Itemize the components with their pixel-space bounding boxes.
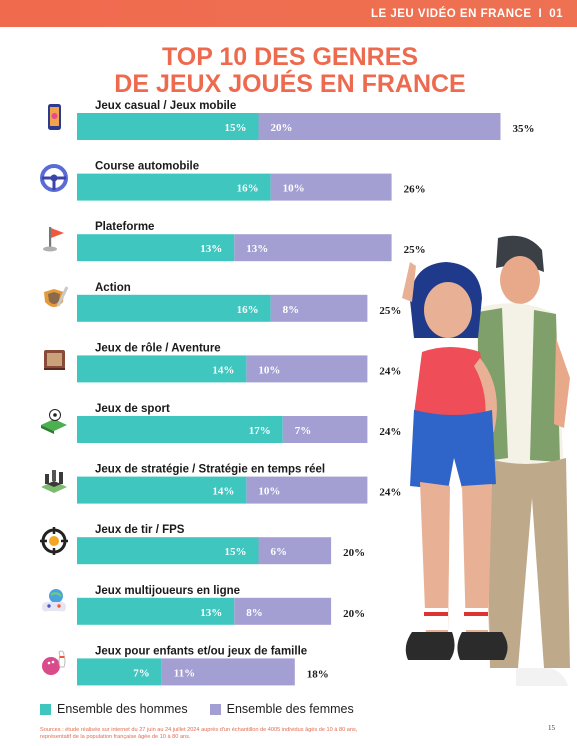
bar-femmes-action — [270, 294, 368, 322]
category-label-plateforme: Plateforme — [95, 221, 154, 233]
people-illustration — [402, 235, 570, 686]
value-label-hommes-plateforme: 13% — [200, 243, 222, 255]
woman-figure — [402, 262, 508, 660]
flag-icon — [39, 223, 69, 253]
bar-femmes-course-automobile — [270, 173, 392, 201]
value-label-femmes-course-automobile: 10% — [283, 183, 305, 195]
value-label-femmes-plateforme: 13% — [246, 243, 268, 255]
bar-femmes-jeux-de-tir-fps — [258, 537, 332, 565]
category-label-jeux-de-role-aventure: Jeux de rôle / Aventure — [95, 342, 221, 354]
value-label-femmes-jeux-de-role-aventure: 10% — [258, 364, 280, 376]
category-label-action: Action — [95, 282, 131, 294]
category-label-jeux-de-sport: Jeux de sport — [95, 403, 170, 415]
legend-swatch-femmes — [209, 703, 221, 715]
bar-hommes-plateforme — [77, 234, 235, 262]
source-note: Sources : étude réalisée sur internet du… — [40, 727, 480, 741]
value-label-hommes-course-automobile: 16% — [237, 183, 259, 195]
value-label-hommes-jeux-casual-jeux-mobile: 15% — [225, 122, 247, 134]
total-label-jeux-casual-jeux-mobile: 35% — [513, 123, 535, 135]
bar-femmes-jeux-casual-jeux-mobile — [258, 113, 501, 140]
value-label-hommes-jeux-multijoueurs-en-ligne: 13% — [200, 607, 222, 619]
chess-board-icon — [39, 466, 69, 496]
title-line-1: TOP 10 DES GENRES — [161, 43, 419, 71]
category-label-jeux-casual-jeux-mobile: Jeux casual / Jeux mobile — [95, 100, 236, 112]
category-label-jeux-de-strategie-strategie-en-temps-reel: Jeux de stratégie / Stratégie en temps r… — [95, 464, 325, 476]
total-label-jeux-de-sport: 24% — [379, 426, 401, 438]
source-line-2: représentatif de la population française… — [40, 734, 191, 740]
category-label-course-automobile: Course automobile — [95, 161, 199, 173]
section-title: LE JEU VIDÉO EN FRANCE — [370, 7, 532, 20]
smartphone-icon — [39, 102, 69, 132]
bar-hommes-jeux-casual-jeux-mobile — [77, 113, 259, 140]
bar-hommes-course-automobile — [77, 173, 271, 201]
header-separator: I — [538, 7, 543, 20]
value-label-hommes-jeux-pour-enfants-et-ou-jeux-de-famille: 7% — [133, 667, 150, 679]
total-label-jeux-de-strategie-strategie-en-temps-reel: 24% — [379, 487, 401, 499]
sword-shield-icon — [39, 284, 69, 314]
value-label-femmes-jeux-de-tir-fps: 6% — [271, 546, 288, 558]
legend-label-hommes: Ensemble des hommes — [57, 702, 188, 716]
legend-label-femmes: Ensemble des femmes — [226, 702, 354, 716]
total-label-jeux-de-tir-fps: 20% — [343, 547, 365, 559]
source-line-1: Sources : étude réalisée sur internet du… — [40, 727, 358, 733]
value-label-femmes-jeux-de-strategie-strategie-en-temps-reel: 10% — [258, 486, 280, 498]
total-label-plateforme: 25% — [404, 244, 426, 256]
total-label-course-automobile: 26% — [404, 184, 426, 196]
value-label-hommes-jeux-de-tir-fps: 15% — [225, 546, 247, 558]
value-label-femmes-jeux-casual-jeux-mobile: 20% — [271, 122, 293, 134]
page-title: TOP 10 DES GENRES DE JEUX JOUÉS EN FRANC… — [60, 44, 520, 98]
man-figure — [472, 235, 570, 686]
value-label-hommes-action: 16% — [237, 304, 259, 316]
value-label-femmes-jeux-multijoueurs-en-ligne: 8% — [246, 607, 262, 619]
category-label-jeux-de-tir-fps: Jeux de tir / FPS — [95, 524, 185, 536]
bar-femmes-plateforme — [234, 234, 392, 262]
bar-hommes-jeux-de-role-aventure — [77, 355, 247, 383]
legend-item-femmes: Ensemble des femmes — [209, 702, 354, 716]
total-label-action: 25% — [379, 305, 401, 317]
bar-femmes-jeux-de-sport — [282, 416, 368, 443]
legend-item-hommes: Ensemble des hommes — [40, 702, 188, 716]
bar-hommes-action — [77, 294, 271, 322]
total-label-jeux-pour-enfants-et-ou-jeux-de-famille: 18% — [307, 668, 329, 680]
section-number: 01 — [549, 7, 563, 20]
value-label-femmes-jeux-pour-enfants-et-ou-jeux-de-famille: 11% — [174, 667, 195, 679]
legend-swatch-hommes — [40, 703, 51, 715]
page-number: 15 — [548, 724, 555, 732]
title-line-2: DE JEUX JOUÉS EN FRANCE — [114, 70, 466, 98]
bar-femmes-jeux-de-strategie-strategie-en-temps-reel — [246, 476, 368, 504]
bars-layer: Jeux casual / Jeux mobile 15% 20% 35% Course… — [77, 100, 535, 686]
value-label-hommes-jeux-de-role-aventure: 14% — [212, 364, 234, 376]
gamepad-globe-icon — [39, 587, 69, 617]
steering-wheel-icon — [39, 163, 69, 193]
book-icon — [39, 344, 69, 374]
bar-hommes-jeux-de-tir-fps — [77, 537, 259, 565]
value-label-hommes-jeux-de-strategie-strategie-en-temps-reel: 14% — [212, 486, 234, 498]
football-field-icon — [39, 405, 69, 435]
bar-hommes-jeux-pour-enfants-et-ou-jeux-de-famille — [77, 658, 162, 686]
value-label-femmes-action: 8% — [283, 304, 300, 316]
bar-hommes-jeux-de-sport — [77, 416, 283, 443]
value-label-femmes-jeux-de-sport: 7% — [295, 425, 312, 437]
bowling-icon — [39, 647, 69, 677]
total-label-jeux-multijoueurs-en-ligne: 20% — [343, 608, 365, 620]
crosshair-icon — [39, 526, 69, 556]
value-label-hommes-jeux-de-sport: 17% — [249, 425, 271, 437]
category-label-jeux-multijoueurs-en-ligne: Jeux multijoueurs en ligne — [95, 585, 240, 597]
category-label-jeux-pour-enfants-et-ou-jeux-de-famille: Jeux pour enfants et/ou jeux de famille — [95, 645, 307, 657]
bar-hommes-jeux-multijoueurs-en-ligne — [77, 597, 235, 625]
bar-hommes-jeux-de-strategie-strategie-en-temps-reel — [77, 476, 247, 504]
bar-femmes-jeux-pour-enfants-et-ou-jeux-de-famille — [161, 658, 295, 686]
bar-femmes-jeux-de-role-aventure — [246, 355, 368, 383]
bar-femmes-jeux-multijoueurs-en-ligne — [234, 597, 332, 625]
legend: Ensemble des hommes Ensemble des femmes — [40, 702, 354, 716]
total-label-jeux-de-role-aventure: 24% — [379, 365, 401, 377]
header-bar: LE JEU VIDÉO EN FRANCE I 01 — [0, 0, 577, 27]
